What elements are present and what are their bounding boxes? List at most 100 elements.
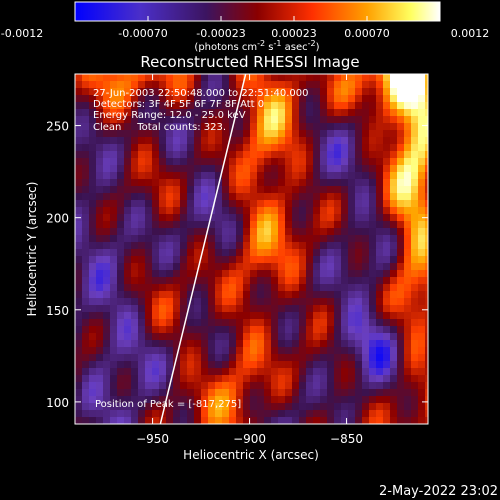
heatmap-cell (166, 326, 174, 334)
heatmap-cell (285, 172, 293, 180)
heatmap-cell (306, 200, 314, 208)
heatmap-cell (404, 396, 412, 404)
heatmap-cell (117, 326, 125, 334)
heatmap-cell (355, 305, 363, 313)
heatmap-cell (152, 179, 160, 187)
heatmap-cell (131, 291, 139, 299)
heatmap-cell (285, 207, 293, 215)
heatmap-cell (250, 207, 258, 215)
heatmap-cell (166, 340, 174, 348)
heatmap-cell (180, 410, 188, 418)
heatmap-cell (152, 214, 160, 222)
heatmap-cell (390, 88, 398, 96)
heatmap-cell (376, 144, 384, 152)
heatmap-cell (257, 417, 265, 424)
heatmap-cell (355, 354, 363, 362)
heatmap-cell (96, 235, 104, 243)
heatmap-cell (110, 326, 118, 334)
heatmap-cell (138, 165, 146, 173)
heatmap-cell (173, 242, 181, 250)
heatmap-cell (327, 284, 335, 292)
heatmap-cell (292, 228, 300, 236)
heatmap-cell (411, 130, 419, 138)
heatmap-cell (376, 172, 384, 180)
heatmap-cell (124, 361, 132, 369)
heatmap-cell (348, 382, 356, 390)
heatmap-cell (236, 165, 244, 173)
heatmap-cell (334, 326, 342, 334)
heatmap-cell (320, 81, 328, 89)
heatmap-cell (376, 123, 384, 131)
heatmap-cell (243, 417, 251, 424)
heatmap-cell (285, 228, 293, 236)
heatmap-cell (103, 179, 111, 187)
heatmap-cell (418, 249, 426, 257)
heatmap-cell (390, 305, 398, 313)
heatmap-cell (411, 319, 419, 327)
heatmap-cell (208, 172, 216, 180)
heatmap-cell (124, 172, 132, 180)
heatmap-cell (124, 347, 132, 355)
heatmap-cell (75, 396, 83, 404)
heatmap-cell (96, 340, 104, 348)
x-axis-label: Heliocentric X (arcsec) (183, 448, 319, 462)
heatmap-cell (264, 214, 272, 222)
heatmap-cell (390, 361, 398, 369)
heatmap-cell (250, 172, 258, 180)
heatmap-cell (334, 298, 342, 306)
heatmap-cell (166, 354, 174, 362)
heatmap-cell (348, 403, 356, 411)
heatmap-cell (250, 333, 258, 341)
heatmap-cell (355, 179, 363, 187)
heatmap-cell (82, 312, 90, 320)
heatmap-cell (348, 347, 356, 355)
heatmap-cell (229, 228, 237, 236)
heatmap-cell (299, 228, 307, 236)
heatmap-cell (187, 144, 195, 152)
heatmap-cell (355, 123, 363, 131)
heatmap-cell (145, 382, 153, 390)
heatmap-cell (390, 74, 398, 82)
heatmap-cell (418, 137, 426, 145)
heatmap-cell (124, 284, 132, 292)
heatmap-cell (411, 221, 419, 229)
heatmap-cell (222, 291, 230, 299)
heatmap-cell (243, 403, 251, 411)
heatmap-cell (208, 116, 216, 124)
heatmap-cell (89, 151, 97, 159)
heatmap-cell (362, 123, 370, 131)
heatmap-cell (355, 312, 363, 320)
heatmap-cell (103, 312, 111, 320)
heatmap-cell (397, 81, 405, 89)
heatmap-cell (201, 144, 209, 152)
heatmap-cell (306, 235, 314, 243)
heatmap-cell (173, 116, 181, 124)
heatmap-cell (327, 417, 335, 424)
heatmap-cell (236, 354, 244, 362)
heatmap-cell (229, 256, 237, 264)
heatmap-cell (390, 207, 398, 215)
heatmap-cell (334, 382, 342, 390)
heatmap-cell (306, 284, 314, 292)
heatmap-cell (299, 354, 307, 362)
heatmap-cell (215, 410, 223, 418)
heatmap-cell (180, 368, 188, 376)
heatmap-cell (299, 270, 307, 278)
heatmap-cell (152, 74, 160, 82)
heatmap-cell (327, 158, 335, 166)
heatmap-cell (215, 144, 223, 152)
heatmap-cell (383, 305, 391, 313)
heatmap-cell (341, 130, 349, 138)
heatmap-cell (194, 214, 202, 222)
heatmap-cell (243, 389, 251, 397)
heatmap-cell (173, 186, 181, 194)
heatmap-cell (222, 81, 230, 89)
heatmap-cell (425, 81, 428, 89)
heatmap-cell (397, 144, 405, 152)
heatmap-cell (299, 396, 307, 404)
heatmap-cell (306, 361, 314, 369)
heatmap-cell (257, 249, 265, 257)
heatmap-cell (194, 179, 202, 187)
heatmap-cell (110, 396, 118, 404)
heatmap-cell (75, 151, 83, 159)
